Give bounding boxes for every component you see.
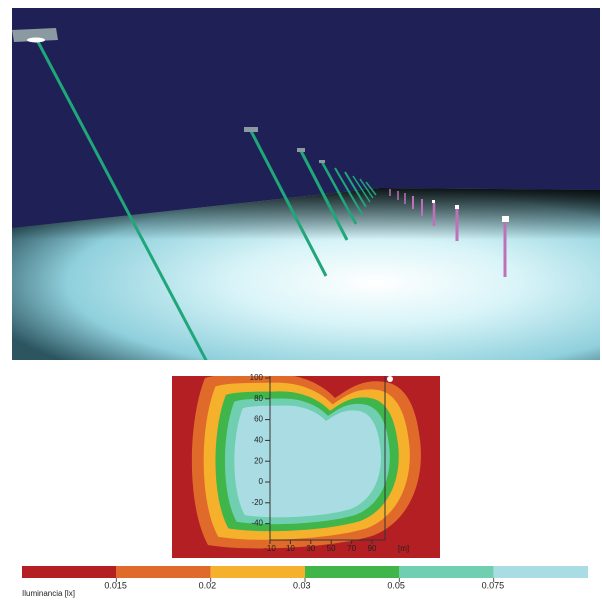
legend-label: 0.05 — [387, 580, 405, 590]
legend-swatch — [22, 566, 116, 578]
legend-swatch — [494, 566, 588, 578]
x-tick-label: 30 — [306, 544, 315, 553]
y-tick-label: 80 — [254, 394, 263, 403]
x-unit: [m] — [398, 544, 409, 553]
legend-label: 0.03 — [293, 580, 311, 590]
y-tick-label: -20 — [251, 498, 263, 507]
x-tick-label: 90 — [368, 544, 377, 553]
legend-label: 0.015 — [104, 580, 127, 590]
legend-swatch — [305, 566, 399, 578]
legend-swatch — [399, 566, 493, 578]
legend: 0.015 0.02 0.03 0.05 0.075 — [22, 566, 588, 590]
legend-title: Iluminancia [lx] — [22, 589, 75, 598]
x-tick-label: 50 — [327, 544, 336, 553]
y-tick-label: 60 — [254, 415, 263, 424]
legend-swatch — [116, 566, 210, 578]
x-tick-label: 70 — [347, 544, 356, 553]
x-tick-label: -10 — [264, 544, 276, 553]
render-3d — [12, 8, 600, 362]
y-tick-label: 20 — [254, 456, 263, 465]
isolux-map: 100 80 60 40 20 0 -20 -40 -10 10 30 50 70 90 — [172, 373, 440, 558]
x-tick-label: 10 — [286, 544, 295, 553]
y-tick-label: -40 — [251, 519, 263, 528]
legend-swatch — [211, 566, 305, 578]
legend-label: 0.075 — [482, 580, 505, 590]
page: 100 80 60 40 20 0 -20 -40 -10 10 30 50 70 90 [m] 0.01… — [0, 0, 602, 598]
y-tick-label: 100 — [250, 373, 264, 382]
y-tick-label: 0 — [259, 477, 264, 486]
legend-label: 0.02 — [199, 580, 217, 590]
y-tick-label: 40 — [254, 436, 263, 445]
